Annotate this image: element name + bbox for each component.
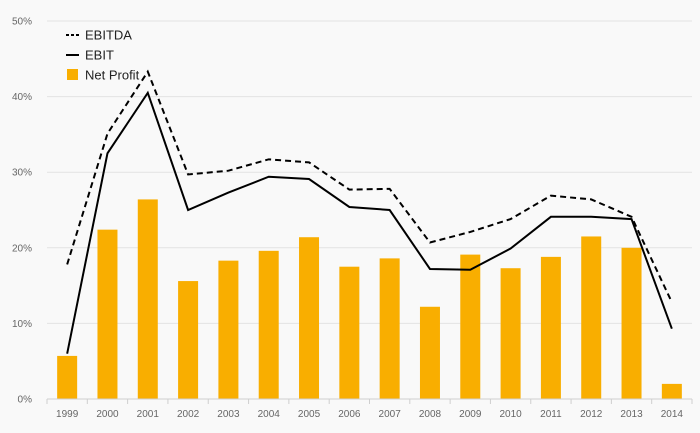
net-profit-bar xyxy=(137,199,158,399)
net-profit-bar xyxy=(299,237,320,399)
x-tick-label: 2002 xyxy=(177,409,200,420)
ebit-line xyxy=(66,90,673,354)
x-tick-label: 2009 xyxy=(459,409,482,420)
legend: EBITDA EBIT Net Profit xyxy=(66,28,140,83)
net-profit-bar xyxy=(379,258,400,399)
line-series xyxy=(66,69,673,354)
net-profit-bars xyxy=(57,199,682,399)
net-profit-bar xyxy=(581,236,602,399)
x-tick-label: 2001 xyxy=(137,409,160,420)
net-profit-bar xyxy=(178,281,199,399)
x-tick-label: 2007 xyxy=(379,409,402,420)
x-tick-label: 2011 xyxy=(540,409,562,420)
x-tick-label: 2010 xyxy=(499,409,522,420)
legend-label-net-profit: Net Profit xyxy=(85,68,140,83)
x-tick-label: 1999 xyxy=(56,409,79,420)
x-tick-label: 2000 xyxy=(96,409,119,420)
x-tick-label: 2012 xyxy=(580,409,603,420)
y-tick-label: 0% xyxy=(18,395,33,406)
x-tick-label: 2003 xyxy=(217,409,240,420)
net-profit-bar xyxy=(97,229,118,399)
net-profit-bar xyxy=(460,254,481,399)
x-tick-label: 2006 xyxy=(338,409,361,420)
x-tick-label: 2004 xyxy=(258,409,281,420)
legend-label-ebitda: EBITDA xyxy=(85,28,132,43)
x-tick-label: 2014 xyxy=(661,409,684,420)
net-profit-bar xyxy=(500,268,521,399)
net-profit-bar xyxy=(540,256,561,399)
net-profit-bar xyxy=(258,250,279,399)
y-tick-label: 20% xyxy=(12,243,32,254)
y-tick-label: 40% xyxy=(12,92,32,103)
axes: 0% 10% 20% 30% 40% 50% 1999 2000 2001 2002 2003 200… xyxy=(12,17,693,420)
y-tick-label: 30% xyxy=(12,168,32,179)
x-tick-label: 2013 xyxy=(620,409,643,420)
y-tick-label: 10% xyxy=(12,319,32,330)
x-tick-label: 2005 xyxy=(298,409,321,420)
net-profit-bar xyxy=(661,383,682,399)
net-profit-bar xyxy=(419,306,440,399)
net-profit-bar xyxy=(218,260,239,399)
legend-swatch-net-profit xyxy=(67,69,78,80)
ebitda-line xyxy=(66,69,673,303)
net-profit-bar xyxy=(621,247,642,399)
net-profit-bar xyxy=(339,266,360,399)
y-tick-label: 50% xyxy=(12,17,32,28)
net-profit-bar xyxy=(57,355,78,399)
legend-label-ebit: EBIT xyxy=(85,48,114,63)
x-tick-label: 2008 xyxy=(419,409,442,420)
